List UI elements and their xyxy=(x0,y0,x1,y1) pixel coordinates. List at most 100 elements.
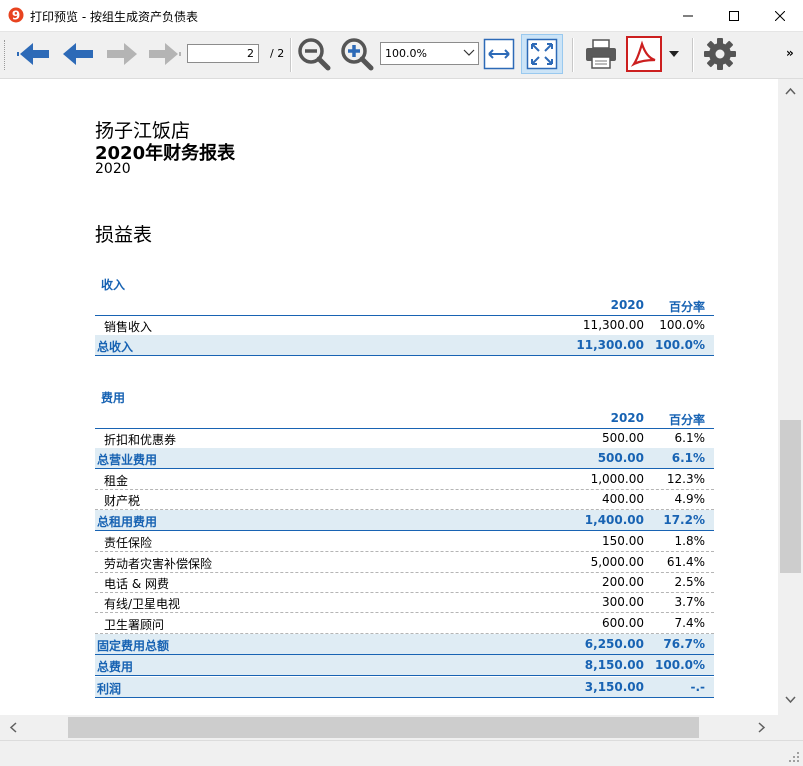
scroll-right-icon[interactable] xyxy=(758,722,766,733)
export-dropdown-button[interactable] xyxy=(664,36,684,72)
scroll-up-icon[interactable] xyxy=(785,87,796,95)
table-row: 销售收入 11,300.00 100.0% xyxy=(95,315,714,336)
total-label: 总租用费用 xyxy=(97,513,157,530)
row-label: 责任保险 xyxy=(104,534,152,551)
row-amount: 400.00 xyxy=(602,492,644,506)
horizontal-scrollbar[interactable] xyxy=(0,715,778,740)
last-page-button[interactable] xyxy=(146,36,182,72)
row-amount: 200.00 xyxy=(602,575,644,589)
total-pct: 100.0% xyxy=(655,658,705,672)
settings-button[interactable] xyxy=(702,36,738,72)
close-icon xyxy=(775,11,785,21)
row-pct: 3.7% xyxy=(675,595,706,609)
next-page-icon xyxy=(104,39,140,69)
row-label: 销售收入 xyxy=(104,318,152,335)
fit-page-button[interactable] xyxy=(521,34,563,74)
print-button[interactable] xyxy=(583,36,619,72)
row-label: 劳动者灾害补偿保险 xyxy=(104,555,212,572)
total-amount: 1,400.00 xyxy=(585,513,644,527)
toolbar-separator xyxy=(692,38,694,72)
profit-label: 利润 xyxy=(97,680,121,697)
minimize-icon xyxy=(683,11,693,21)
fit-page-icon xyxy=(526,38,558,70)
svg-text:9: 9 xyxy=(12,9,20,23)
row-label: 卫生署顾问 xyxy=(104,616,164,633)
income-header-row: 2020 百分率 xyxy=(95,295,714,316)
maximize-button[interactable] xyxy=(711,0,757,31)
vertical-scroll-thumb[interactable] xyxy=(780,420,801,573)
row-amount: 1,000.00 xyxy=(591,472,644,486)
zoom-out-button[interactable] xyxy=(296,36,332,72)
profit-amount: 3,150.00 xyxy=(585,680,644,694)
row-label: 折扣和优惠券 xyxy=(104,431,176,448)
maximize-icon xyxy=(729,11,739,21)
table-row: 卫生署顾问 600.00 7.4% xyxy=(95,613,714,634)
row-amount: 500.00 xyxy=(602,431,644,445)
chevron-down-icon xyxy=(463,48,475,58)
row-pct: 61.4% xyxy=(667,555,705,569)
scrollbar-corner xyxy=(778,715,803,740)
toolbar-grip[interactable] xyxy=(4,40,8,70)
printer-icon xyxy=(584,38,618,70)
table-row: 有线/卫星电视 300.00 3.7% xyxy=(95,592,714,613)
horizontal-scroll-thumb[interactable] xyxy=(68,717,699,738)
minimize-button[interactable] xyxy=(665,0,711,31)
row-pct: 12.3% xyxy=(667,472,705,486)
table-row: 电话 & 网费 200.00 2.5% xyxy=(95,572,714,593)
next-page-button[interactable] xyxy=(104,36,140,72)
row-label: 财产税 xyxy=(104,492,140,509)
total-amount: 8,150.00 xyxy=(585,658,644,672)
total-row: 总费用 8,150.00 100.0% xyxy=(95,655,714,676)
row-pct: 7.4% xyxy=(675,616,706,630)
row-pct: 4.9% xyxy=(675,492,706,506)
total-amount: 500.00 xyxy=(598,451,644,465)
window-title: 打印预览 - 按组生成资产负债表 xyxy=(30,8,198,25)
row-amount: 150.00 xyxy=(602,534,644,548)
row-label: 有线/卫星电视 xyxy=(104,595,180,612)
pdf-icon xyxy=(626,36,662,72)
preview-pane: 扬子江饭店 2020年财务报表 2020 损益表 收入 2020 百分率 销售收… xyxy=(0,79,778,715)
row-amount: 5,000.00 xyxy=(591,555,644,569)
close-button[interactable] xyxy=(757,0,803,31)
row-amount: 300.00 xyxy=(602,595,644,609)
table-row: 责任保险 150.00 1.8% xyxy=(95,531,714,552)
scroll-left-icon[interactable] xyxy=(9,722,17,733)
first-page-icon xyxy=(16,39,52,69)
row-amount: 11,300.00 xyxy=(583,318,644,332)
toolbar-overflow-button[interactable]: » xyxy=(786,46,794,60)
col-header-year: 2020 xyxy=(611,411,644,425)
export-pdf-button[interactable] xyxy=(625,35,663,73)
total-row: 固定费用总额 6,250.00 76.7% xyxy=(95,634,714,655)
resize-grip-icon[interactable] xyxy=(788,751,800,763)
previous-page-button[interactable] xyxy=(60,36,96,72)
row-pct: 100.0% xyxy=(659,318,705,332)
previous-page-icon xyxy=(60,39,96,69)
profit-row: 利润 3,150.00 -.- xyxy=(95,677,714,698)
row-label: 电话 & 网费 xyxy=(104,575,169,592)
col-header-pct: 百分率 xyxy=(669,298,705,315)
scroll-down-icon[interactable] xyxy=(785,696,796,704)
profit-pct: -.- xyxy=(690,680,705,694)
status-bar xyxy=(0,740,803,766)
zoom-select[interactable]: 100.0% xyxy=(380,42,479,65)
expenses-header-row: 2020 百分率 xyxy=(95,408,714,429)
page-number-input[interactable]: 2 xyxy=(187,44,259,63)
toolbar-separator xyxy=(572,38,574,72)
total-row: 总收入 11,300.00 100.0% xyxy=(95,335,714,356)
zoom-in-button[interactable] xyxy=(339,36,375,72)
last-page-icon xyxy=(146,39,182,69)
total-label: 固定费用总额 xyxy=(97,637,169,654)
expenses-group-title: 费用 xyxy=(101,389,125,406)
toolbar-separator xyxy=(290,38,292,72)
row-amount: 600.00 xyxy=(602,616,644,630)
toolbar: 2 / 2 100.0% xyxy=(0,32,803,79)
first-page-button[interactable] xyxy=(16,36,52,72)
row-pct: 1.8% xyxy=(675,534,706,548)
total-pct: 17.2% xyxy=(663,513,705,527)
row-label: 租金 xyxy=(104,472,128,489)
dropdown-arrow-icon xyxy=(669,51,679,57)
table-row: 租金 1,000.00 12.3% xyxy=(95,469,714,490)
zoom-in-icon xyxy=(339,36,375,72)
vertical-scrollbar[interactable] xyxy=(778,79,803,715)
fit-width-button[interactable] xyxy=(481,35,517,73)
